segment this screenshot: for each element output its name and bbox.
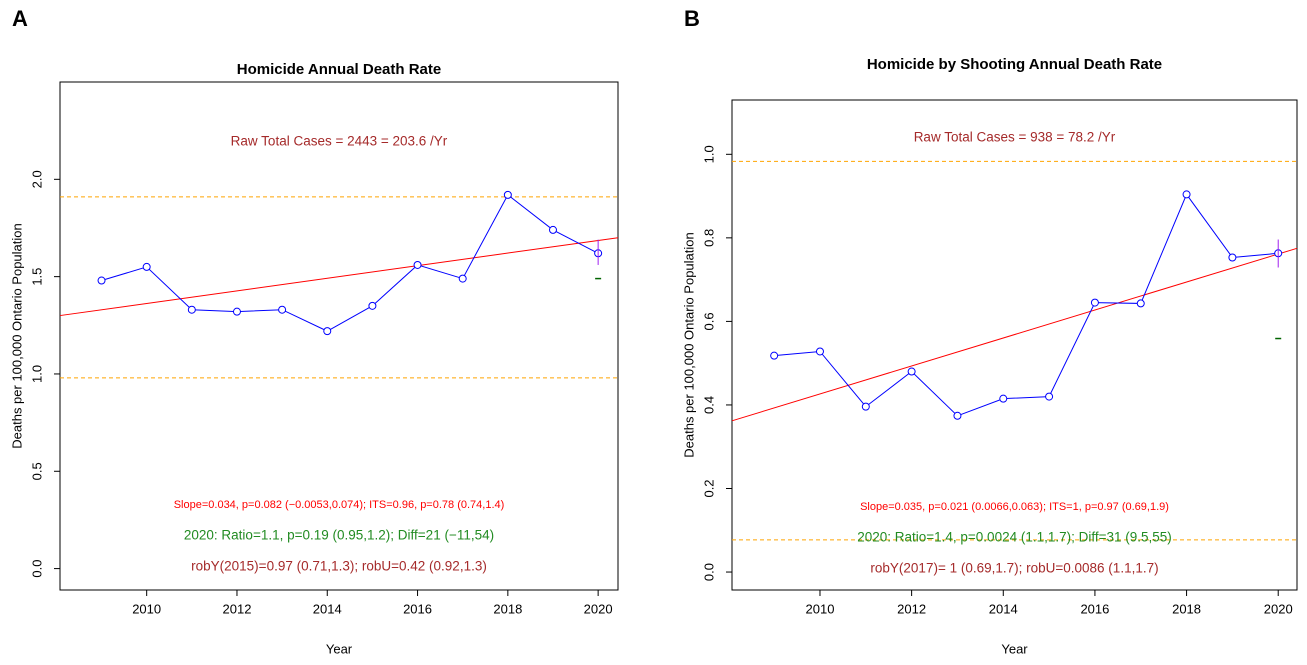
y-tick-label: 1.0 (29, 365, 44, 383)
x-axis-label: Year (326, 641, 353, 656)
chart-title: Homicide by Shooting Annual Death Rate (867, 56, 1162, 73)
y-tick-label: 2.0 (29, 170, 44, 188)
rate-line (774, 193, 1279, 417)
x-axis-label: Year (1001, 641, 1028, 656)
plot-frame (59, 81, 619, 591)
rate-point (1136, 299, 1145, 308)
x-tick-label: 2014 (313, 601, 342, 616)
y-tick-label: 1.0 (701, 145, 716, 163)
x-tick-label: 2018 (493, 601, 522, 616)
rate-point (1090, 298, 1099, 307)
annotation: 2020: Ratio=1.4, p=0.0024 (1.1,1.7); Dif… (857, 530, 1172, 545)
chart-title: Homicide Annual Death Rate (237, 61, 441, 78)
panel-label: A (12, 6, 28, 31)
x-tick-label: 2012 (223, 601, 252, 616)
annotation: Raw Total Cases = 2443 = 203.6 /Yr (231, 134, 448, 149)
trend-line (731, 247, 1298, 422)
y-tick-label: 1.5 (29, 268, 44, 286)
annotation: Raw Total Cases = 938 = 78.2 /Yr (914, 130, 1116, 145)
rate-point (368, 301, 377, 310)
rate-point (999, 394, 1008, 403)
rate-point (953, 411, 962, 420)
x-tick-label: 2010 (132, 601, 161, 616)
rate-point (815, 347, 824, 356)
rate-point (278, 305, 287, 314)
rate-point (907, 367, 916, 376)
annotation: 2020: Ratio=1.1, p=0.19 (0.95,1.2); Diff… (184, 528, 494, 543)
annotation: robY(2017)= 1 (0.69,1.7); robU=0.0086 (1… (870, 561, 1158, 576)
x-tick-label: 2014 (989, 601, 1018, 616)
rate-point (97, 276, 106, 285)
x-tick-label: 2020 (584, 601, 613, 616)
y-tick-label: 0.4 (701, 396, 716, 414)
trend-line (59, 237, 619, 317)
x-tick-label: 2012 (897, 601, 926, 616)
x-tick-label: 2010 (806, 601, 835, 616)
x-tick-label: 2020 (1264, 601, 1293, 616)
rate-point (548, 225, 557, 234)
rate-point (232, 307, 241, 316)
y-axis-label: Deaths per 100,000 Ontario Population (681, 232, 696, 458)
rate-point (1045, 392, 1054, 401)
rate-line (101, 194, 599, 332)
annotation: robY(2015)=0.97 (0.71,1.3); robU=0.42 (0… (191, 559, 487, 574)
rate-point (1228, 253, 1237, 262)
y-tick-label: 0.5 (29, 462, 44, 480)
rate-point (142, 262, 151, 271)
rate-point (1182, 190, 1191, 199)
y-tick-label: 0.8 (701, 229, 716, 247)
x-tick-label: 2016 (403, 601, 432, 616)
rate-point (503, 190, 512, 199)
rate-point (187, 305, 196, 314)
y-axis-label: Deaths per 100,000 Ontario Population (9, 223, 24, 449)
panel-label: B (684, 6, 700, 31)
annotation: Slope=0.035, p=0.021 (0.0066,0.063); ITS… (860, 501, 1169, 513)
rate-point (323, 327, 332, 336)
y-tick-label: 0.0 (701, 563, 716, 581)
rate-point (770, 351, 779, 360)
y-tick-label: 0.2 (701, 479, 716, 497)
y-tick-label: 0.6 (701, 312, 716, 330)
rate-point (413, 260, 422, 269)
plot-frame (731, 99, 1298, 591)
rate-point (861, 402, 870, 411)
x-tick-label: 2018 (1172, 601, 1201, 616)
annotation: Slope=0.034, p=0.082 (−0.0053,0.074); IT… (174, 499, 505, 511)
x-tick-label: 2016 (1080, 601, 1109, 616)
y-tick-label: 0.0 (29, 560, 44, 578)
rate-point (458, 274, 467, 283)
